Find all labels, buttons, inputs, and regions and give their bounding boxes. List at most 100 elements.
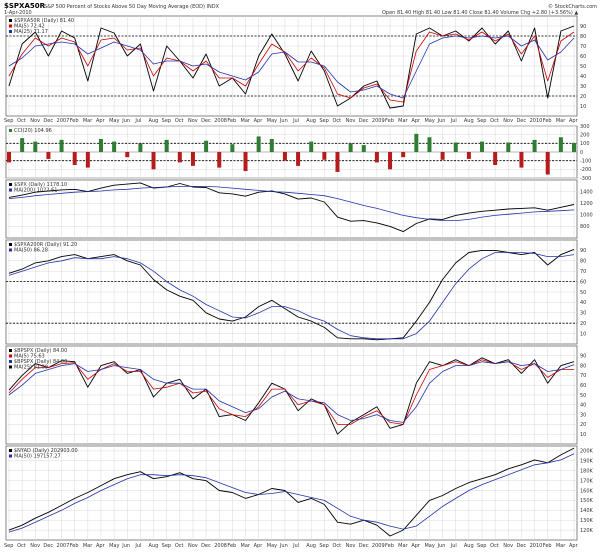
x-tick-label: Jun: [121, 118, 130, 124]
y-tick-label: 1400: [580, 189, 593, 195]
x-tick-label: 2007: [57, 118, 70, 124]
x-tick-label: Dec: [43, 543, 53, 549]
cci-bar: [506, 142, 511, 152]
legend-swatch: [9, 360, 12, 363]
y-tick-label: 40: [580, 403, 586, 409]
cci-bar: [151, 152, 156, 170]
x-tick-label: Jun: [279, 543, 288, 549]
x-tick-label: Aug: [464, 118, 474, 124]
cci-bar: [374, 152, 379, 163]
x-tick-label: Dec: [201, 118, 211, 124]
y-tick-label: 120K: [580, 528, 594, 534]
ohlc-readout: Open 81.40 High 81.40 Low 81.40 Close 81…: [382, 10, 578, 16]
cci-bar: [85, 152, 90, 168]
cci-bar: [440, 152, 445, 160]
x-tick-label: Mar: [556, 118, 566, 124]
y-tick-label: 130K: [580, 518, 594, 524]
x-tick-label: Sep: [477, 543, 486, 549]
x-tick-label: Jul: [134, 543, 141, 549]
x-tick-label: 2010: [530, 543, 543, 549]
x-tick-label: Apr: [569, 118, 579, 124]
panel-cci: -300 -200 -100 0 100 200 300 CCI(20) 104.96: [5, 124, 591, 182]
x-tick-label: Mar: [398, 118, 408, 124]
x-tick-label: Jun: [437, 543, 446, 549]
legend-entry: MA(200) 1022.61: [14, 188, 57, 194]
x-tick-label: 2009: [372, 543, 385, 549]
series-line--spxa50r: [8, 25, 575, 109]
legend-entry: $SPX (Daily) 1178.10: [14, 182, 67, 188]
y-tick-label: 1200: [580, 201, 593, 207]
cci-bar: [493, 152, 498, 165]
cci-bar: [532, 139, 537, 152]
y-tick-label: 200K: [580, 449, 594, 455]
y-tick-label: 0: [580, 150, 583, 156]
y-tick-label: 50: [580, 64, 586, 70]
cci-bar: [401, 152, 406, 158]
cci-bar: [177, 152, 182, 163]
y-tick-label: 40: [580, 300, 586, 306]
cci-bar: [453, 142, 458, 152]
x-tick-label: Apr: [411, 543, 421, 549]
panel-spxa50r: 10 20 30 40 50 60 70 80 90 $SPXA50R (Daily) 81.40…: [5, 15, 586, 117]
x-tick-label: May: [267, 543, 277, 549]
x-tick-label: Sep: [162, 543, 171, 549]
cci-bar: [243, 152, 248, 172]
cci-bar: [217, 152, 222, 168]
x-tick-label: Feb: [227, 543, 236, 549]
x-tick-label: Feb: [227, 118, 236, 124]
y-tick-label: 180K: [580, 469, 594, 475]
y-tick-label: 30: [580, 84, 586, 90]
y-tick-label: 30: [580, 412, 586, 418]
cci-bar: [335, 152, 340, 172]
symbol-description: S&P 500 Percent of Stocks Above 50 Day M…: [44, 4, 220, 10]
cci-bar: [256, 136, 261, 152]
legend-entry: MA(5) 72.42: [14, 24, 45, 30]
x-tick-label: Nov: [188, 543, 198, 549]
x-tick-label: Aug: [464, 543, 474, 549]
series-line--spxa200r: [8, 248, 575, 341]
cci-bar: [519, 152, 524, 168]
y-tick-label: 100: [580, 141, 590, 147]
y-tick-label: 50: [580, 393, 586, 399]
cci-bar: [545, 152, 550, 175]
x-tick-label: May: [424, 118, 434, 124]
cci-bar: [414, 133, 419, 152]
x-tick-label: Aug: [306, 118, 316, 124]
y-tick-label: 170K: [580, 478, 594, 484]
x-tick-label: Nov: [30, 118, 40, 124]
x-tick-label: Oct: [332, 118, 341, 124]
x-tick-label: Apr: [569, 543, 579, 549]
legend-entry: $BPSPX (Daily) 84.00: [14, 348, 67, 354]
x-tick-label: Feb: [543, 543, 552, 549]
x-tick-label: Mar: [241, 118, 251, 124]
legend-entry: MA(50) 197157.27: [14, 454, 61, 460]
x-tick-label: Sep: [4, 118, 13, 124]
x-tick-label: Jun: [121, 543, 130, 549]
y-tick-label: -300: [580, 176, 591, 182]
legend-swatch: [9, 243, 12, 246]
legend-swatch: [9, 188, 12, 192]
legend-entry: MA(25) 71.17: [14, 29, 48, 35]
x-tick-label: Jul: [134, 118, 141, 124]
x-tick-label: Dec: [516, 118, 526, 124]
x-tick-label: Nov: [346, 543, 356, 549]
y-tick-label: 60: [580, 279, 586, 285]
legend-entry: $BPSPX (Daily) 84.00: [14, 359, 67, 365]
chart-header: $SPXA50R S&P 500 Percent of Stocks Above…: [4, 2, 597, 16]
series-line--nyad: [8, 447, 575, 537]
x-tick-label: Jul: [292, 118, 299, 124]
cci-bar: [20, 138, 25, 152]
y-tick-label: 20: [580, 321, 586, 327]
y-tick-label: 30: [580, 311, 586, 317]
x-tick-label: Nov: [346, 118, 356, 124]
x-tick-label: Nov: [30, 543, 40, 549]
legend-swatch: [9, 129, 12, 132]
symbol-title: $SPXA50R: [4, 2, 46, 10]
cci-bar: [59, 139, 64, 152]
x-tick-label: Jun: [437, 118, 446, 124]
x-tick-label: 2010: [530, 118, 543, 124]
cci-bar: [480, 141, 485, 152]
x-tick-label: Apr: [96, 118, 106, 124]
